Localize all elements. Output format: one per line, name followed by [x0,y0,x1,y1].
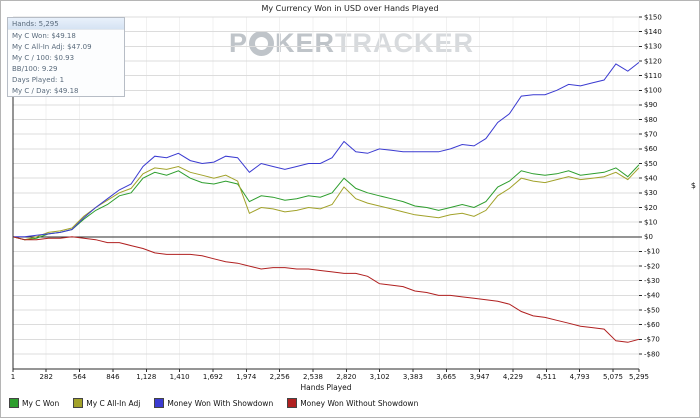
x-tick-label: 3,102 [370,373,390,381]
watermark-text-ker: KER [275,28,336,58]
pokertracker-watermark: P KER TRACKER [229,28,474,59]
legend-swatch [73,398,84,408]
x-tick-label: 3,665 [436,373,456,381]
series-line-money-won-without-showdown [12,236,640,343]
x-tick-label: 1,974 [236,373,257,381]
y-tick-label: $150 [644,13,662,21]
x-tick-label: 2,538 [303,373,323,381]
stats-row: My C All-In Adj: $47.09 [12,42,92,51]
x-tick-label: 5,295 [629,373,649,381]
x-tick-label: 564 [73,373,87,381]
poker-chip-icon [249,31,275,56]
legend-label: Money Won With Showdown [167,398,274,408]
stats-row: My C / Day: $49.18 [12,86,79,95]
y-tick-label: $130 [644,43,662,51]
y-tick-label: $30 [644,189,657,197]
legend-label: Money Won Without Showdown [300,398,419,408]
legend-swatch [287,398,298,408]
x-tick-label: 4,511 [536,373,556,381]
x-tick-label: 3,383 [403,373,423,381]
y-tick-label: $140 [644,28,662,36]
y-tick-label: $40 [644,174,657,182]
legend-label: My C Won [22,398,60,408]
x-tick-label: 1,692 [203,373,223,381]
y-tick-label: $120 [644,57,662,65]
stats-row: BB/100: 9.29 [12,64,58,73]
y-tick-label: -$60 [644,321,660,329]
x-tick-label: 1,128 [136,373,156,381]
x-tick-label: 4,793 [570,373,590,381]
x-tick-label: 4,229 [503,373,523,381]
x-tick-label: 2,256 [270,373,291,381]
watermark-text-p: P [229,28,249,58]
y-tick-label: $0 [644,233,653,241]
y-axis-label: $ [690,181,696,190]
y-tick-label: $10 [644,218,657,226]
chart-title: My Currency Won in USD over Hands Played [261,4,439,13]
stats-row: My C / 100: $0.93 [12,53,75,62]
y-tick-label: $20 [644,204,657,212]
x-tick-label: 282 [40,373,53,381]
legend-item: My C Won [9,398,59,408]
series-line-my-c-won [12,164,640,241]
watermark-text-tracker: TRACKER [335,28,475,58]
legend-item: Money Won With Showdown [154,398,273,408]
y-tick-label: -$10 [644,248,660,256]
x-tick-label: 2,820 [336,373,356,381]
y-tick-label: $60 [644,145,657,153]
y-tick-label: $90 [644,101,657,109]
y-tick-label: $110 [644,72,662,80]
y-tick-label: -$70 [644,336,660,344]
y-tick-label: -$40 [644,292,660,300]
y-tick-label: -$30 [644,277,660,285]
legend-swatch [9,398,19,408]
y-tick-label: $70 [644,131,657,139]
x-axis-label: Hands Played [300,383,352,392]
legend-swatch [154,398,165,408]
x-tick-label: 3,947 [470,373,490,381]
legend-item: My C All-In Adj [73,398,140,408]
x-tick-label: 5,075 [603,373,623,381]
y-tick-label: $50 [644,160,657,168]
stats-box: Hands: 5,295 My C Won: $49.18 My C All-In … [7,17,125,97]
x-tick-label: 1,410 [170,373,190,381]
series-line-my-c-all-in-adj [12,165,640,241]
x-tick-label: 1 [11,373,15,381]
stats-row: My C Won: $49.18 [12,31,76,40]
stats-row: Days Played: 1 [12,75,65,84]
legend-label: My C All-In Adj [86,398,141,408]
y-tick-label: -$50 [644,306,660,314]
y-tick-label: $80 [644,116,657,124]
x-tick-label: 846 [106,373,120,381]
y-tick-label: $100 [644,87,662,95]
series-line-money-won-with-showdown [13,62,640,238]
legend-item: Money Won Without Showdown [287,398,418,408]
y-tick-label: -$20 [644,262,660,270]
chart-legend: My C Won My C All-In Adj Money Won With Sh… [9,398,418,408]
y-tick-label: -$80 [644,350,660,358]
stats-row: Hands: 5,295 [8,18,124,30]
